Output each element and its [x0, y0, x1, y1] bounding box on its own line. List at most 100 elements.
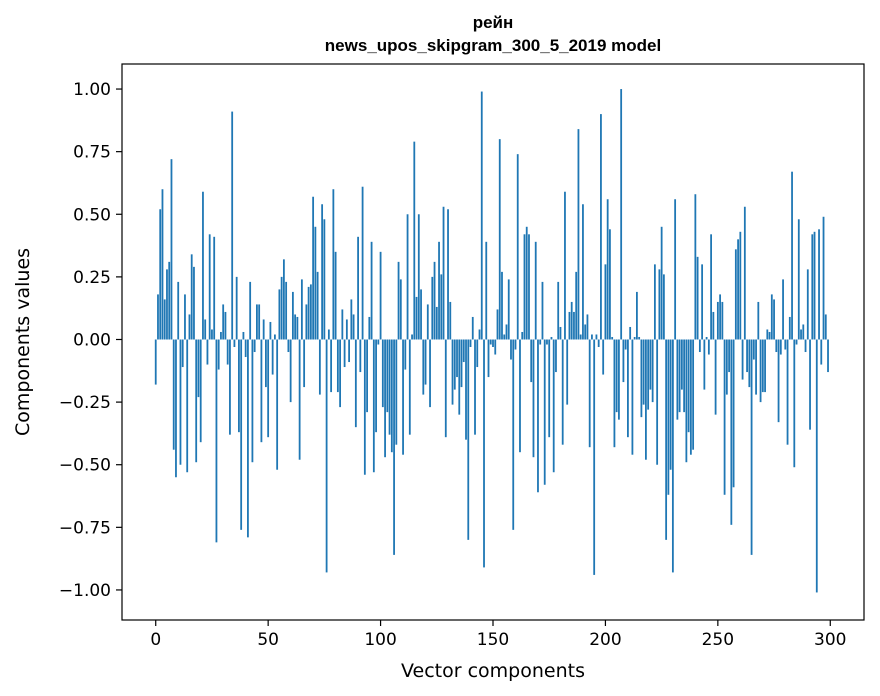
bar	[372, 339, 375, 473]
bar	[350, 299, 353, 340]
bar	[546, 339, 548, 345]
bar	[600, 114, 602, 340]
bar	[330, 339, 333, 393]
y-tick-label: 0.75	[73, 143, 111, 163]
bar	[244, 339, 247, 358]
bar	[719, 294, 721, 340]
bar	[750, 339, 753, 555]
bar	[804, 339, 807, 353]
bar	[712, 311, 715, 340]
bar	[746, 339, 748, 373]
bar	[433, 261, 436, 340]
bar	[206, 339, 209, 365]
bar	[822, 216, 825, 340]
bar	[226, 339, 229, 365]
bar	[314, 226, 317, 340]
bar	[260, 339, 263, 443]
bar	[703, 339, 706, 390]
bar	[505, 324, 508, 340]
bar	[685, 339, 688, 463]
bar	[797, 219, 800, 340]
bar	[300, 279, 303, 340]
bar	[415, 296, 418, 340]
bar	[734, 249, 737, 340]
bar	[327, 329, 330, 340]
bar	[541, 281, 544, 340]
bar	[725, 339, 728, 395]
bar	[737, 239, 739, 340]
bar	[820, 339, 823, 365]
bar	[408, 339, 411, 435]
bar	[591, 334, 593, 340]
bar	[458, 339, 461, 415]
bar	[627, 339, 629, 438]
bar	[687, 339, 690, 433]
bar	[667, 339, 670, 495]
bar	[361, 186, 364, 340]
bar	[779, 339, 782, 355]
bar	[451, 339, 454, 405]
y-tick-label: −0.25	[59, 393, 111, 413]
bar	[611, 336, 614, 340]
chart-subtitle: news_upos_skipgram_300_5_2019 model	[325, 36, 661, 55]
bar	[631, 339, 634, 455]
bar	[435, 306, 438, 340]
bar	[278, 289, 281, 340]
bar	[379, 251, 382, 340]
bar	[570, 301, 573, 340]
bar	[815, 339, 818, 593]
bar	[714, 339, 717, 415]
bar	[354, 339, 357, 428]
bar	[597, 339, 600, 348]
bar	[480, 91, 483, 340]
bar	[676, 339, 679, 420]
bar	[561, 339, 564, 445]
bar	[710, 234, 712, 340]
bar	[665, 339, 668, 540]
bar	[800, 329, 802, 340]
bar	[363, 339, 366, 475]
bar	[647, 339, 650, 410]
bar	[662, 274, 665, 340]
x-tick-label: 200	[589, 630, 621, 650]
bar	[755, 339, 757, 395]
bar	[193, 266, 195, 340]
bar	[809, 339, 811, 430]
bar	[426, 304, 429, 340]
bar	[784, 339, 787, 350]
bar	[393, 339, 395, 555]
bar	[732, 339, 735, 488]
bar	[294, 314, 297, 340]
bar	[782, 279, 784, 340]
bar	[460, 339, 463, 388]
bar	[159, 209, 162, 340]
bar	[741, 339, 744, 380]
bar	[444, 339, 447, 438]
bar	[503, 334, 506, 340]
bar	[494, 339, 497, 355]
bar	[575, 271, 578, 340]
bar	[291, 291, 294, 340]
bar	[827, 339, 829, 373]
bar	[483, 339, 485, 568]
bar	[177, 281, 180, 340]
bar	[489, 339, 492, 345]
bar	[323, 219, 326, 340]
y-tick-label: −0.50	[59, 456, 111, 476]
bar	[253, 339, 256, 353]
bar	[390, 339, 393, 453]
bar	[620, 89, 623, 340]
bar	[197, 339, 200, 398]
bar	[370, 241, 373, 340]
bar	[235, 276, 238, 340]
bar	[775, 339, 778, 353]
bar	[716, 301, 719, 340]
x-axis: 0 50 100 150 200 250 300	[150, 620, 846, 650]
bar	[422, 339, 425, 395]
bar	[172, 339, 175, 450]
bar	[559, 326, 562, 340]
bar	[586, 314, 589, 340]
bar	[397, 261, 400, 340]
bar	[305, 304, 308, 340]
bar	[258, 304, 261, 340]
